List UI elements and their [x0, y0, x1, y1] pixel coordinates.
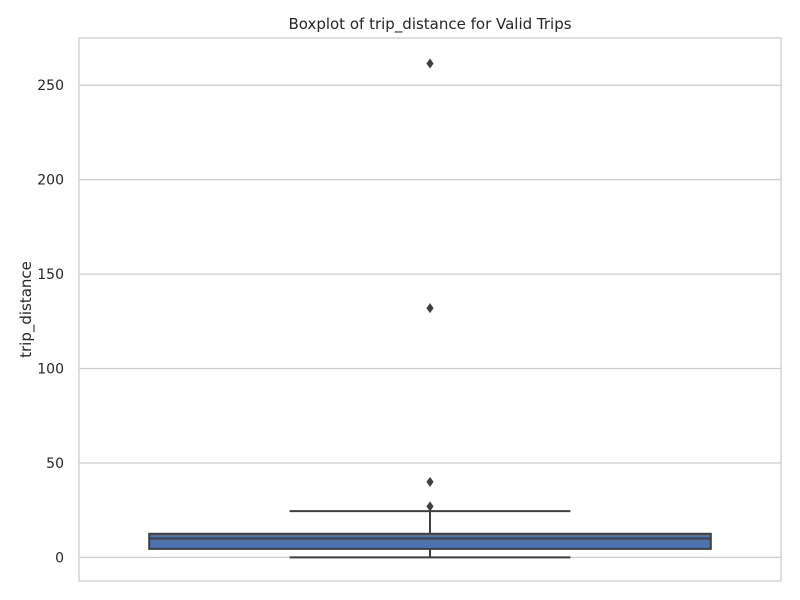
y-tick-label: 250 [37, 78, 64, 94]
y-tick-labels: 0 50 100 150 200 250 [37, 78, 64, 566]
y-axis-label: trip_distance [17, 261, 36, 358]
box-body [148, 532, 712, 550]
outlier-point [426, 501, 434, 512]
y-tick-label: 0 [55, 550, 64, 566]
chart-title: Boxplot of trip_distance for Valid Trips [288, 15, 571, 34]
y-tick-label: 200 [37, 173, 64, 189]
outlier-point [426, 476, 434, 487]
plot-frame [78, 37, 782, 582]
box-group [148, 58, 712, 559]
outlier-point [426, 58, 434, 69]
y-tick-label: 50 [46, 456, 64, 472]
y-tick-label: 100 [37, 362, 64, 378]
y-tick-label: 150 [37, 267, 64, 283]
grid-lines [79, 84, 781, 559]
outlier-point [426, 303, 434, 314]
